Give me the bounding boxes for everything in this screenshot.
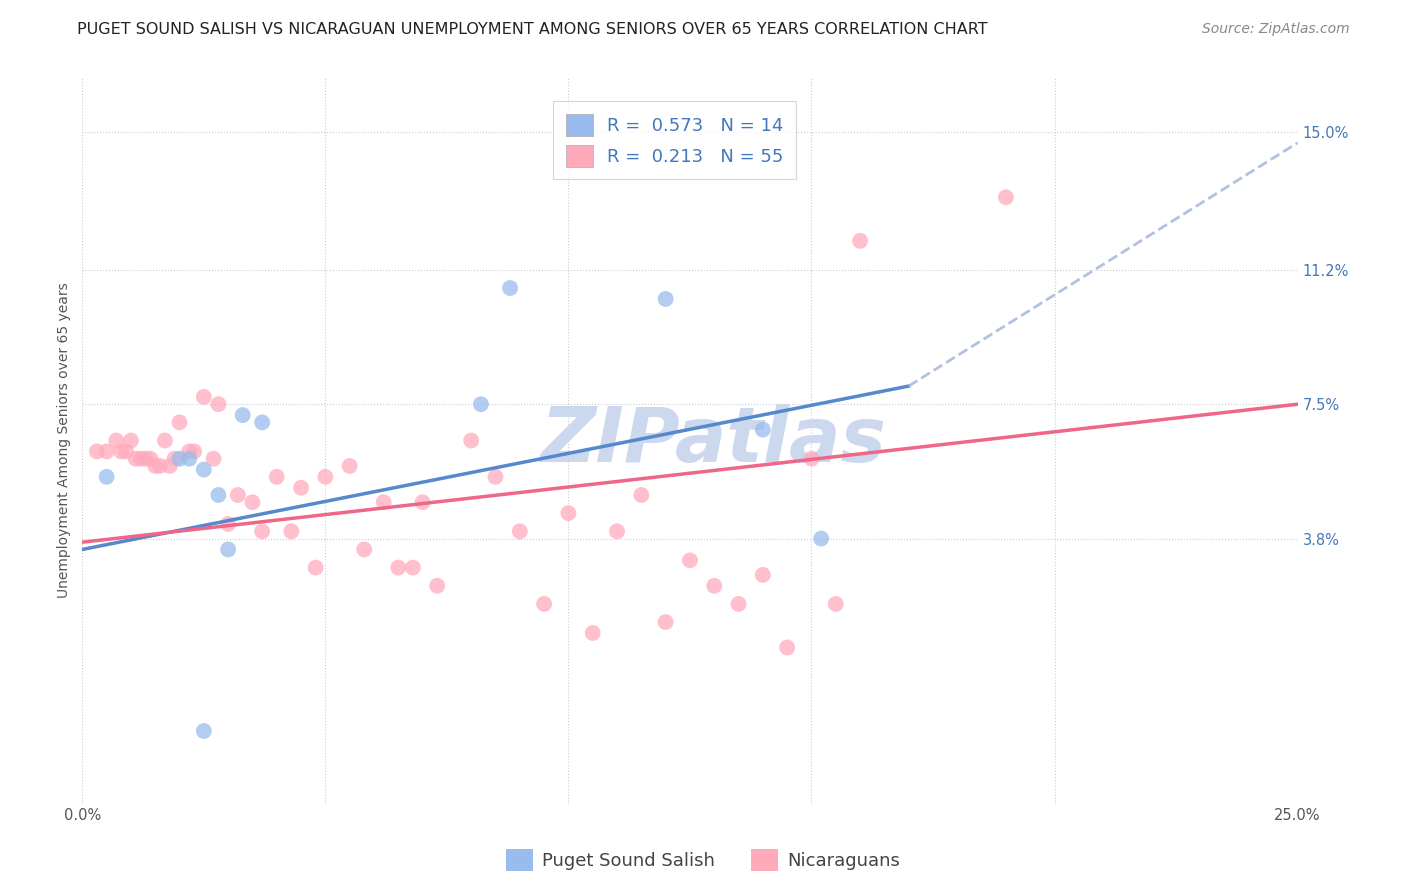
Point — [163, 451, 186, 466]
Point — [460, 434, 482, 448]
Point — [727, 597, 749, 611]
Point — [139, 451, 162, 466]
Point — [994, 190, 1017, 204]
Point — [810, 532, 832, 546]
Point — [703, 579, 725, 593]
Point — [115, 444, 138, 458]
Point — [776, 640, 799, 655]
Point — [193, 390, 215, 404]
Point — [217, 542, 239, 557]
Point — [606, 524, 628, 539]
Point — [207, 488, 229, 502]
Point — [250, 416, 273, 430]
Point — [849, 234, 872, 248]
Text: PUGET SOUND SALISH VS NICARAGUAN UNEMPLOYMENT AMONG SENIORS OVER 65 YEARS CORREL: PUGET SOUND SALISH VS NICARAGUAN UNEMPLO… — [77, 22, 988, 37]
Point — [533, 597, 555, 611]
Point — [373, 495, 395, 509]
Text: ZIPatlas: ZIPatlas — [541, 403, 887, 477]
Point — [169, 451, 191, 466]
Point — [266, 470, 288, 484]
Point — [143, 458, 166, 473]
Point — [387, 560, 409, 574]
Legend: R =  0.573   N = 14, R =  0.213   N = 55: R = 0.573 N = 14, R = 0.213 N = 55 — [553, 101, 796, 179]
Point — [499, 281, 522, 295]
Point — [105, 434, 128, 448]
Point — [125, 451, 148, 466]
Point — [509, 524, 531, 539]
Point — [153, 434, 176, 448]
Point — [183, 444, 205, 458]
Point — [339, 458, 361, 473]
Point — [314, 470, 336, 484]
Legend: Puget Sound Salish, Nicaraguans: Puget Sound Salish, Nicaraguans — [499, 842, 907, 879]
Point — [654, 615, 676, 629]
Point — [752, 423, 775, 437]
Point — [149, 458, 172, 473]
Point — [232, 408, 254, 422]
Y-axis label: Unemployment Among Seniors over 65 years: Unemployment Among Seniors over 65 years — [58, 283, 72, 599]
Point — [193, 724, 215, 739]
Point — [412, 495, 434, 509]
Point — [290, 481, 312, 495]
Point — [484, 470, 506, 484]
Point — [202, 451, 225, 466]
Point — [226, 488, 249, 502]
Point — [242, 495, 264, 509]
Point — [120, 434, 142, 448]
Text: Source: ZipAtlas.com: Source: ZipAtlas.com — [1202, 22, 1350, 37]
Point — [582, 626, 605, 640]
Point — [824, 597, 846, 611]
Point — [86, 444, 108, 458]
Point — [402, 560, 425, 574]
Point — [630, 488, 652, 502]
Point — [159, 458, 181, 473]
Point — [193, 462, 215, 476]
Point — [110, 444, 132, 458]
Point — [353, 542, 375, 557]
Point — [426, 579, 449, 593]
Point — [752, 567, 775, 582]
Point — [250, 524, 273, 539]
Point — [280, 524, 302, 539]
Point — [217, 516, 239, 531]
Point — [557, 506, 579, 520]
Point — [179, 451, 201, 466]
Point — [179, 444, 201, 458]
Point — [470, 397, 492, 411]
Point — [96, 444, 118, 458]
Point — [96, 470, 118, 484]
Point — [654, 292, 676, 306]
Point — [207, 397, 229, 411]
Point — [679, 553, 702, 567]
Point — [134, 451, 156, 466]
Point — [129, 451, 152, 466]
Point — [169, 416, 191, 430]
Point — [304, 560, 326, 574]
Point — [800, 451, 823, 466]
